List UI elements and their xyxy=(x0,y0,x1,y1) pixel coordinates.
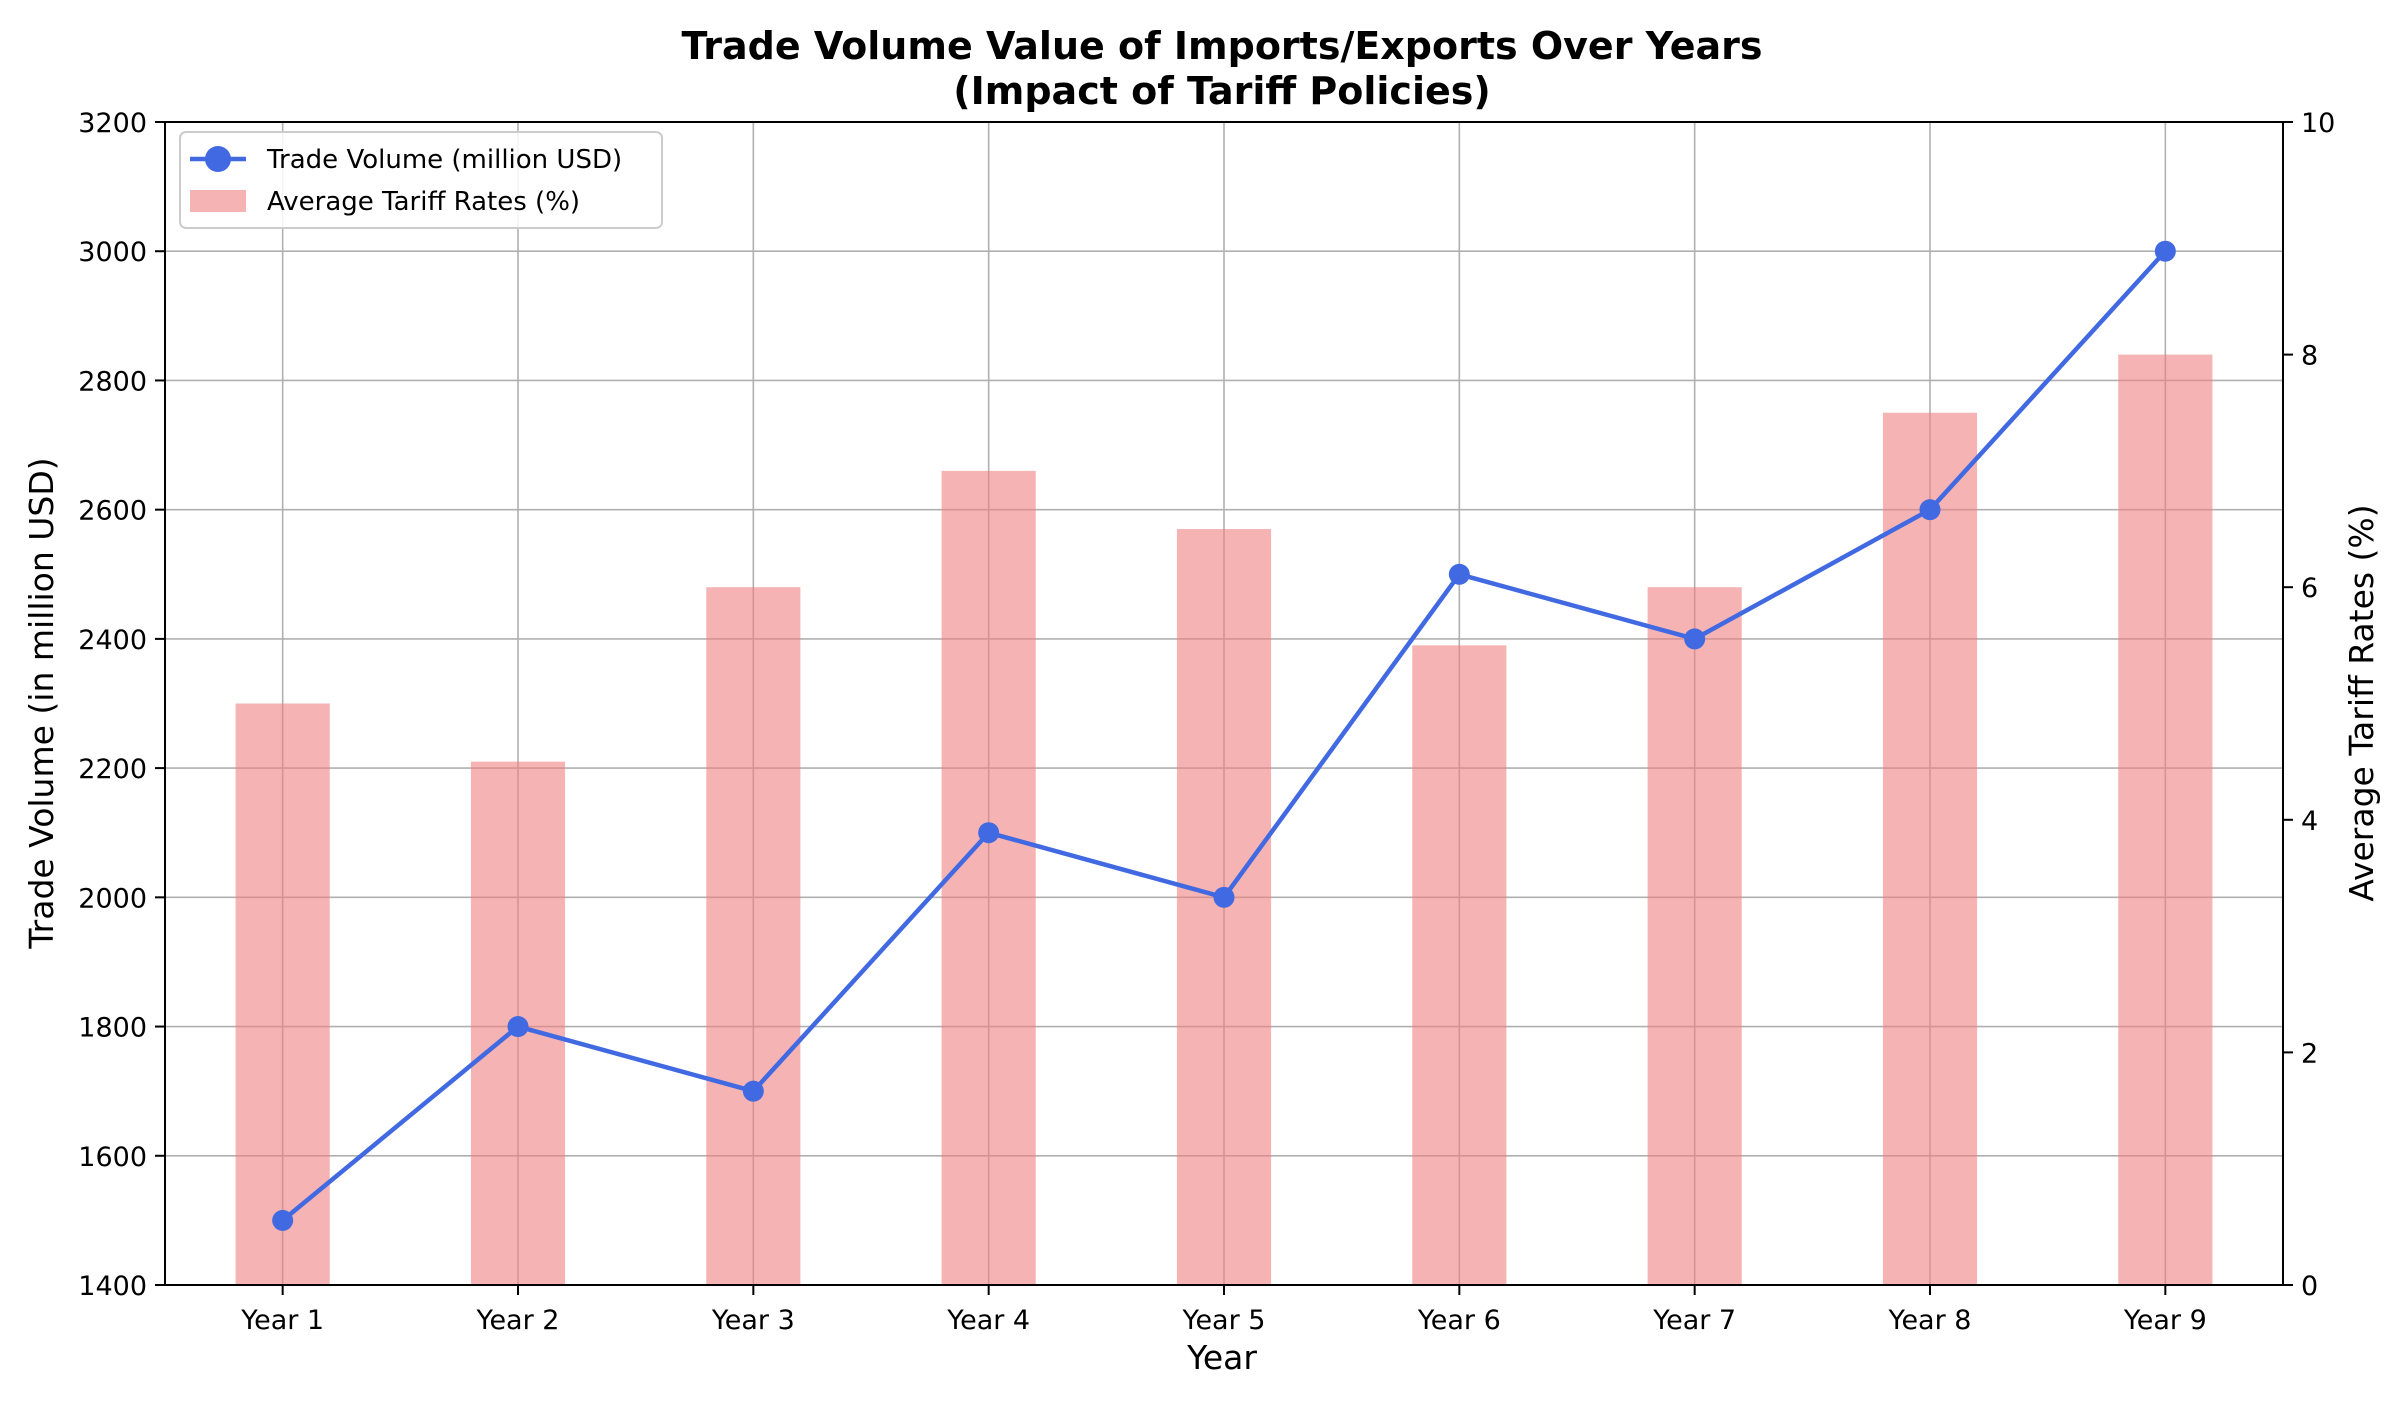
y-left-tick-label: 2600 xyxy=(78,496,147,527)
x-tick-label: Year 7 xyxy=(1652,1305,1736,1336)
y-left-tick-label: 1600 xyxy=(78,1142,147,1173)
legend-line-marker xyxy=(205,146,231,172)
trade-volume-point xyxy=(742,1080,764,1102)
y-left-tick-label: 2400 xyxy=(78,625,147,656)
x-tick-label: Year 1 xyxy=(240,1305,324,1336)
trade-volume-point xyxy=(1213,886,1235,908)
y-right-tick-label: 6 xyxy=(2301,573,2318,604)
chart-title-line-2: (Impact of Tariff Policies) xyxy=(953,69,1491,113)
trade-volume-point xyxy=(978,822,1000,844)
x-tick-label: Year 8 xyxy=(1888,1305,1972,1336)
y-left-tick-label: 2800 xyxy=(78,366,147,397)
y-left-tick-label: 2000 xyxy=(78,883,147,914)
y-right-tick-label: 0 xyxy=(2301,1271,2318,1302)
trade-volume-point xyxy=(1919,499,1941,521)
x-axis-label: Year xyxy=(1186,1338,1257,1377)
chart-title-line-1: Trade Volume Value of Imports/Exports Ov… xyxy=(682,24,1763,68)
bar-series xyxy=(235,354,2213,1286)
tariff-bar xyxy=(1882,412,1978,1285)
x-tick-label: Year 3 xyxy=(711,1305,795,1336)
y-right-tick-label: 4 xyxy=(2301,806,2318,837)
x-tick-label: Year 2 xyxy=(476,1305,560,1336)
y-right-tick-label: 10 xyxy=(2301,108,2335,139)
legend: Trade Volume (million USD) Average Tarif… xyxy=(179,131,663,229)
x-tick-label: Year 6 xyxy=(1417,1305,1501,1336)
legend-label-tariff-rates: Average Tariff Rates (%) xyxy=(267,187,580,217)
tariff-bar xyxy=(1647,587,1742,1285)
y-axis-label-right: Average Tariff Rates (%) xyxy=(2342,504,2381,901)
tariff-bar xyxy=(1412,645,1507,1285)
tariff-bar xyxy=(941,470,1036,1285)
y-left-tick-label: 1400 xyxy=(78,1271,147,1302)
x-tick-label: Year 5 xyxy=(1182,1305,1266,1336)
y-axis-label-left: Trade Volume (in million USD) xyxy=(22,457,61,949)
trade-volume-point xyxy=(1684,628,1706,650)
trade-volume-point xyxy=(272,1209,294,1231)
tariff-bar xyxy=(2118,354,2213,1286)
x-tick-label: Year 9 xyxy=(2123,1305,2207,1336)
trade-volume-point xyxy=(507,1016,529,1038)
y-left-tick-label: 3200 xyxy=(78,108,147,139)
y-left-tick-label: 1800 xyxy=(78,1013,147,1044)
x-tick-label: Year 4 xyxy=(946,1305,1030,1336)
legend-bar-swatch xyxy=(190,190,246,212)
line-series xyxy=(272,240,2176,1231)
y-right-tick-label: 8 xyxy=(2301,341,2318,372)
y-left-tick-label: 3000 xyxy=(78,237,147,268)
legend-frame xyxy=(179,131,663,229)
ticks: Year 1 Year 2 Year 3 Year 4 Year 5 Year 6 Year… xyxy=(78,108,2335,1336)
tariff-bar xyxy=(706,587,801,1285)
y-left-tick-label: 2200 xyxy=(78,754,147,785)
tariff-bar xyxy=(235,703,330,1285)
trade-volume-point xyxy=(1448,563,1470,585)
trade-volume-point xyxy=(2154,240,2176,262)
y-right-tick-label: 2 xyxy=(2301,1038,2318,1069)
legend-label-trade-volume: Trade Volume (million USD) xyxy=(266,145,622,175)
